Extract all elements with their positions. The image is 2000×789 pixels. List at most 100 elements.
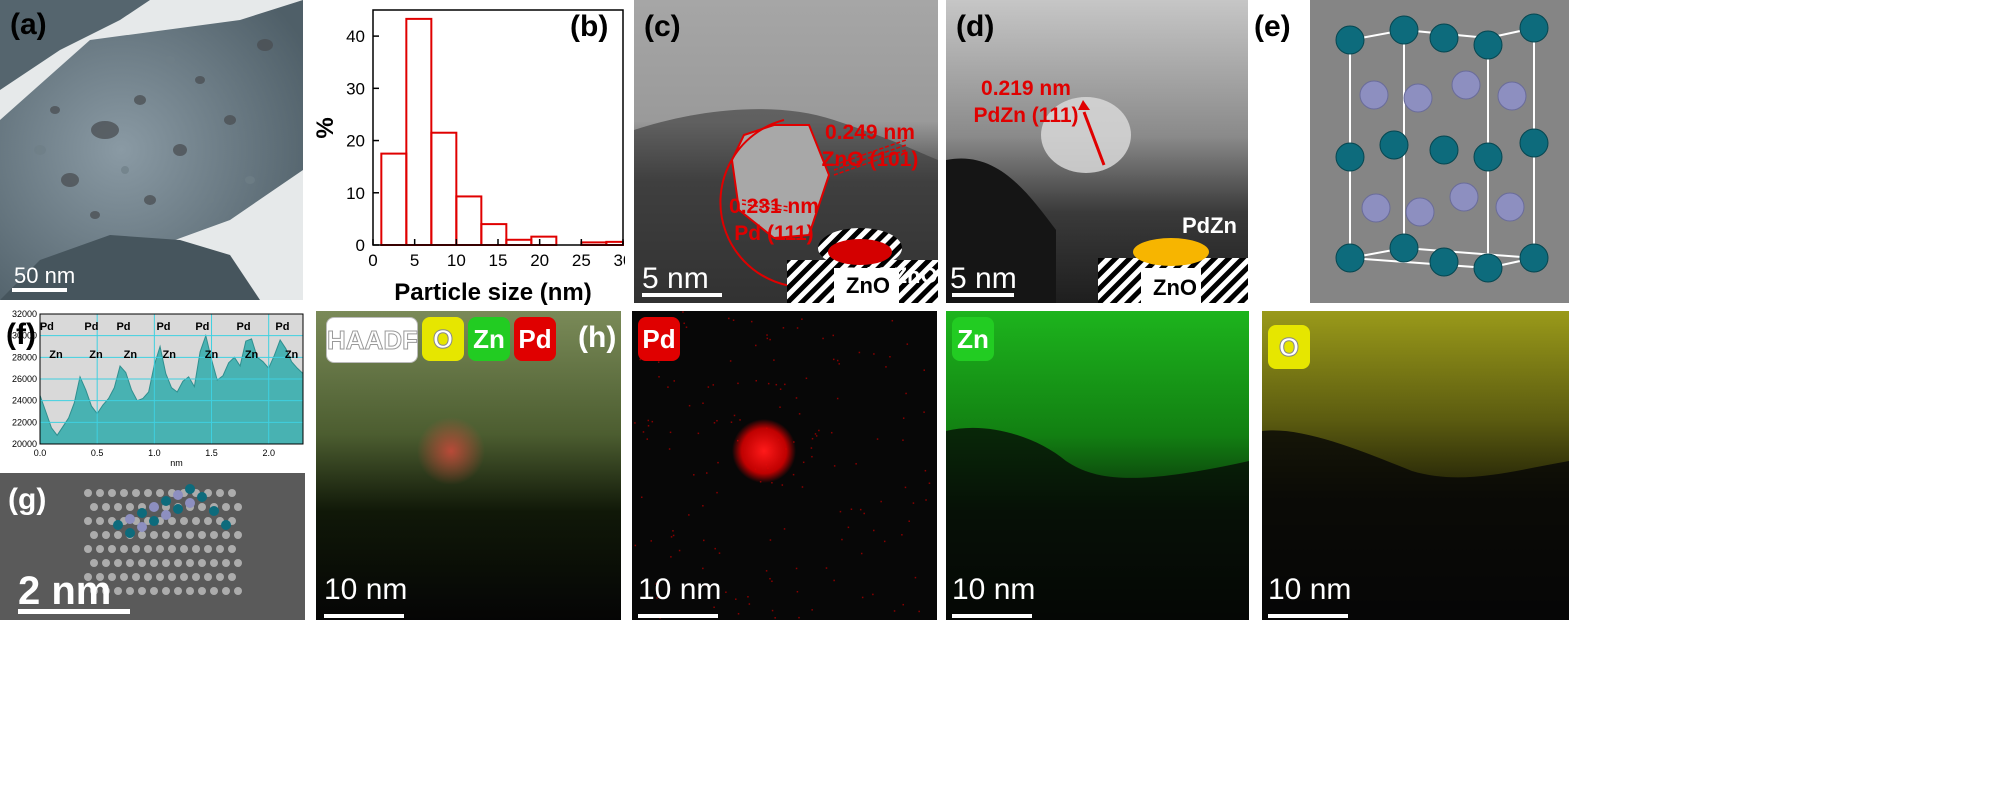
pd-noise-dot — [670, 536, 673, 538]
pd-noise-dot — [714, 547, 716, 550]
zn-atom — [1403, 83, 1433, 113]
pd-noise-dot — [795, 567, 798, 570]
pd-noise-dot — [642, 431, 645, 433]
panel-h-scale-bar — [324, 614, 404, 618]
pd-noise-dot — [832, 334, 835, 337]
atom-column — [216, 489, 224, 497]
pd-noise-dot — [739, 419, 741, 421]
atom-column — [204, 517, 212, 525]
atom-column — [126, 559, 134, 567]
pd-noise-dot — [725, 591, 727, 593]
zn-peak-label: Zn — [162, 349, 176, 361]
panel-d-hrtem: (d) 0.219 nm PdZn (111) PdZn ZnO 5 nm — [946, 0, 1248, 303]
panel-d-scale-bar — [952, 293, 1014, 297]
pd-noise-dot — [678, 549, 681, 552]
pd-noise-dot — [815, 435, 818, 437]
atom-column — [192, 573, 200, 581]
zn-atom — [1361, 193, 1391, 223]
atom-column — [198, 531, 206, 539]
histogram-bar — [405, 17, 433, 246]
o-map-scale-text: 10 nm — [1268, 573, 1352, 606]
atom-column — [186, 559, 194, 567]
zn-peak-label: Zn — [285, 349, 299, 361]
panel-e-label: (e) — [1254, 10, 1291, 43]
panel-g-label: (g) — [8, 483, 47, 516]
atom-column — [216, 573, 224, 581]
atom-column — [204, 545, 212, 553]
panel-e-crystal-model: (e) — [1254, 0, 1569, 303]
pd-noise-dot — [640, 496, 643, 499]
pd-noise-dot — [873, 529, 875, 532]
atom-column — [228, 573, 236, 581]
chip-o-map: O — [1268, 325, 1310, 369]
pd-map-scale-text: 10 nm — [638, 573, 722, 606]
pd-noise-dot — [838, 363, 840, 365]
pd-noise-dot — [702, 402, 704, 404]
pd-noise-dot — [771, 481, 773, 484]
pd-noise-dot — [805, 377, 808, 380]
pd-noise-dot — [928, 482, 931, 484]
atom-column — [180, 545, 188, 553]
atom-column — [228, 545, 236, 553]
pd-noise-dot — [796, 590, 799, 593]
x-tick-label: 0 — [368, 251, 377, 270]
atom-column — [168, 545, 176, 553]
y-tick-label: 30 — [346, 79, 365, 98]
pd-map-graphic — [632, 311, 937, 620]
panel-a-scale-text: 50 nm — [14, 263, 76, 288]
pd-peak-label: Pd — [195, 321, 209, 333]
atom-column — [96, 517, 104, 525]
panel-a-graphic — [0, 0, 303, 300]
pd-noise-dot — [688, 514, 690, 516]
atom-column — [138, 587, 146, 595]
atom-column — [108, 489, 116, 497]
pd-noise-dot — [769, 338, 771, 341]
pd-noise-dot — [716, 419, 718, 422]
pd-noise-dot — [781, 484, 784, 486]
pd-noise-dot — [873, 353, 875, 355]
pd-atom — [1335, 25, 1365, 55]
atom-column — [234, 587, 242, 595]
atom-column — [198, 559, 206, 567]
panel-d-graphic — [946, 0, 1248, 303]
pd-noise-dot — [769, 539, 772, 541]
pd-noise-dot — [860, 552, 863, 555]
pd-noise-dot — [891, 319, 894, 322]
atom-column — [210, 559, 218, 567]
pd-noise-dot — [833, 465, 836, 467]
panel-a-scale-bar — [12, 288, 67, 292]
pd-noise-dot — [771, 609, 774, 612]
atom-column — [186, 531, 194, 539]
atom-column — [234, 559, 242, 567]
pd-noise-dot — [863, 512, 865, 515]
atom-column — [162, 531, 170, 539]
atom-column — [90, 503, 98, 511]
atom-column — [198, 503, 206, 511]
pd-noise-dot — [704, 584, 707, 586]
panel-b-histogram: 0 5 10 15 20 25 30 0 10 20 30 40 Particle size (nm)%… — [313, 0, 625, 308]
pd-noise-dot — [703, 539, 705, 542]
atom-column — [96, 545, 104, 553]
pd-noise-dot — [833, 579, 835, 582]
chip-haadf: HAADF — [326, 317, 419, 363]
pd-noise-dot — [775, 383, 778, 386]
panel-d-scale-text: 5 nm — [950, 262, 1017, 295]
pd-atom-marker — [209, 506, 219, 516]
atom-column — [90, 559, 98, 567]
pd-noise-dot — [876, 438, 879, 440]
atom-column — [120, 489, 128, 497]
atom-column — [150, 531, 158, 539]
pd-atom-marker — [125, 528, 135, 538]
pd-atom — [1429, 23, 1459, 53]
atom-column — [120, 545, 128, 553]
x-tick-label: 30 — [614, 251, 625, 270]
pd-noise-dot — [902, 439, 904, 441]
pd-noise-dot — [902, 603, 904, 606]
zn-atom-marker — [161, 510, 171, 520]
panel-c-pd-d: 0.231 nm — [729, 195, 819, 218]
line-profile-chart: 20000 22000 24000 26000 28000 30000 32000 0.0 0.… — [12, 309, 304, 468]
atom-column — [156, 489, 164, 497]
panel-h-eds-overlay: HAADF O Zn Pd (h) 10 nm — [316, 311, 621, 620]
pd-noise-dot — [673, 380, 675, 382]
pd-noise-dot — [880, 500, 882, 503]
